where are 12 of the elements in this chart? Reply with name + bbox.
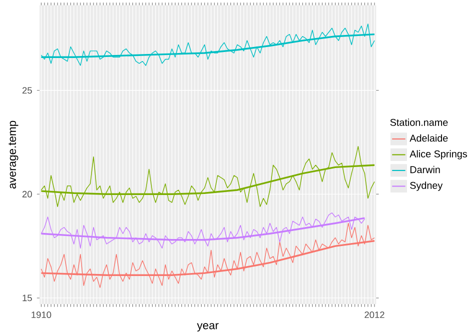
y-tick-label: 15 — [22, 294, 32, 302]
x-tick-label: 1910 — [32, 312, 52, 318]
legend-title: Station.name — [390, 118, 448, 126]
x-tick-label: 2012 — [364, 312, 384, 318]
y-tick-label: 25 — [22, 87, 32, 94]
legend-label: Darwin — [410, 166, 440, 174]
legend-label: Adelaide — [410, 134, 448, 142]
y-tick-label: 20 — [22, 190, 32, 198]
x-axis-title: year — [196, 323, 219, 332]
y-axis-title: average.temp — [8, 120, 18, 189]
legend-label: Alice Springs — [410, 150, 468, 160]
legend-label: Sydney — [410, 182, 443, 191]
